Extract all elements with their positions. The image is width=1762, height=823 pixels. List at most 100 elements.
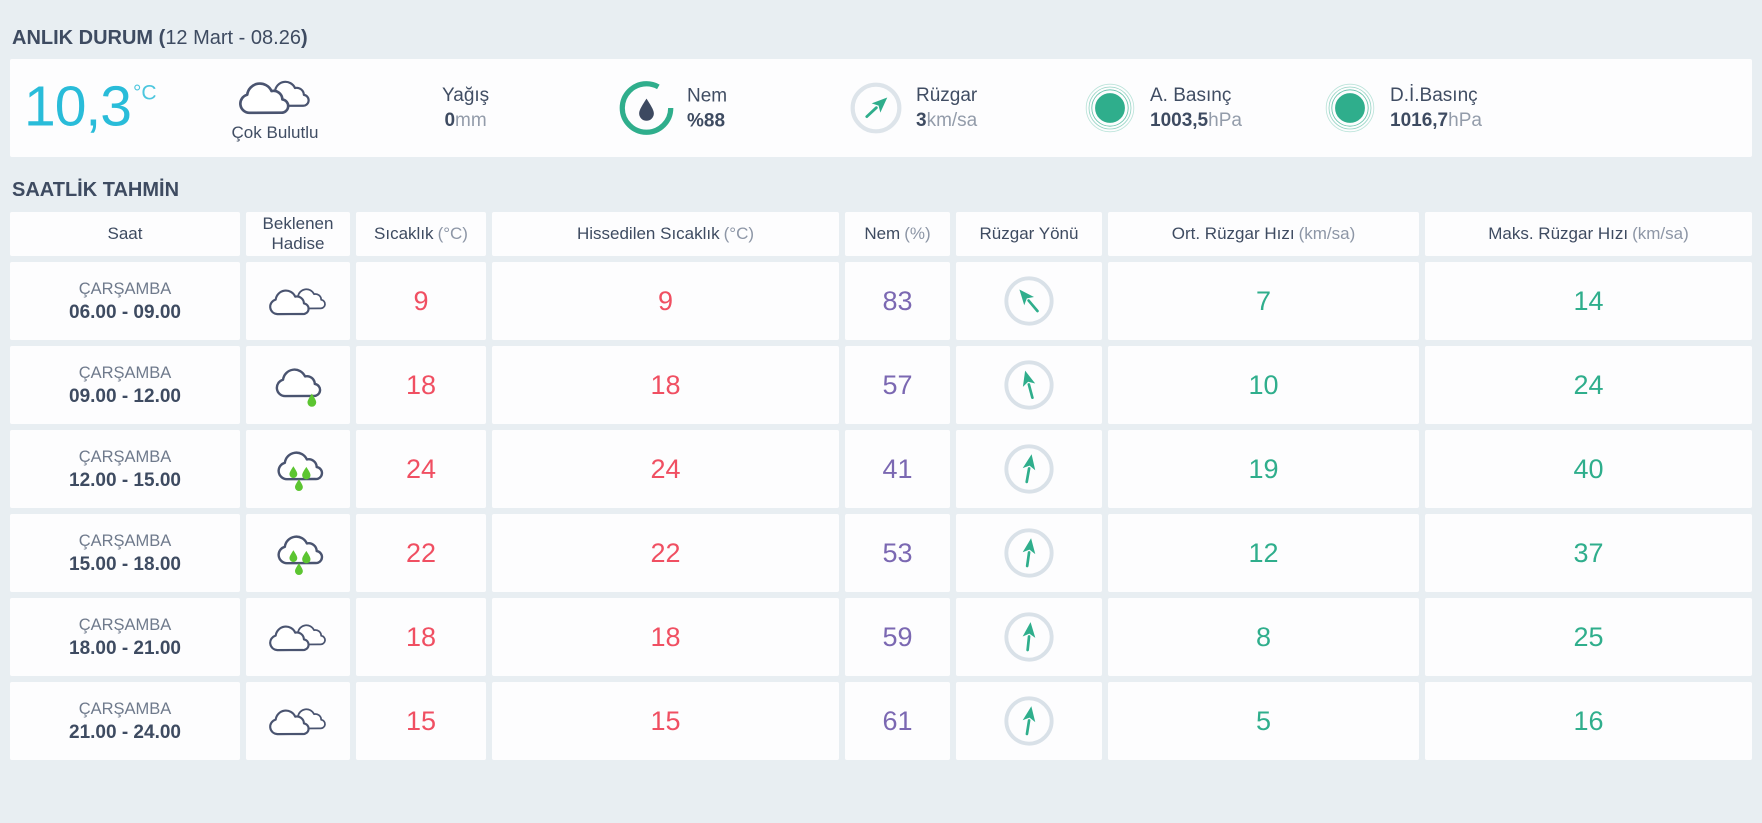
humidity-gauge-icon	[618, 80, 675, 137]
metric-value: 1003,5hPa	[1150, 108, 1242, 133]
temperature-cell: 15	[356, 682, 486, 760]
current-condition-label: Çok Bulutlu	[232, 123, 319, 143]
time-cell: ÇARŞAMBA06.00 - 09.00	[10, 262, 240, 340]
metric-d-i-bas-n-: D.İ.Basınç 1016,7hPa	[1322, 80, 1482, 136]
time-cell: ÇARŞAMBA09.00 - 12.00	[10, 346, 240, 424]
metric-label: D.İ.Basınç	[1390, 83, 1482, 108]
day-label: ÇARŞAMBA	[79, 361, 172, 385]
wind-direction-icon	[1002, 526, 1056, 580]
hourly-section-title: SAATLİK TAHMİN	[12, 179, 1752, 201]
max-wind-cell: 14	[1425, 262, 1752, 340]
cloud-rain-icon	[269, 444, 327, 494]
temperature-cell: 24	[356, 430, 486, 508]
wind-direction-icon	[1002, 274, 1056, 328]
time-range: 09.00 - 12.00	[69, 385, 181, 409]
temperature-cell: 18	[356, 598, 486, 676]
column-header-beklenen-hadise: Beklenen Hadise	[246, 212, 350, 256]
temperature-cell: 22	[356, 514, 486, 592]
time-cell: ÇARŞAMBA18.00 - 21.00	[10, 598, 240, 676]
humidity-cell: 61	[845, 682, 950, 760]
current-datetime: 12 Mart - 08.26	[165, 27, 301, 49]
humidity-cell: 41	[845, 430, 950, 508]
current-temperature-value: 10,3	[24, 75, 131, 139]
feels-like-cell: 15	[492, 682, 839, 760]
max-wind-cell: 37	[1425, 514, 1752, 592]
current-conditions-card: 10,3°C Çok Bulutlu Yağış 0mm Nem %88 Rü	[10, 59, 1752, 157]
avg-wind-cell: 19	[1108, 430, 1419, 508]
day-label: ÇARŞAMBA	[79, 529, 172, 553]
metric-value: %88	[687, 108, 727, 133]
time-range: 18.00 - 21.00	[69, 637, 181, 661]
humidity-cell: 57	[845, 346, 950, 424]
max-wind-cell: 24	[1425, 346, 1752, 424]
feels-like-cell: 22	[492, 514, 839, 592]
condition-cell	[246, 346, 350, 424]
metric-value: 3km/sa	[916, 108, 977, 133]
condition-cell	[246, 262, 350, 340]
feels-like-cell: 18	[492, 598, 839, 676]
wind-direction-cell	[956, 598, 1102, 676]
time-range: 12.00 - 15.00	[69, 469, 181, 493]
avg-wind-cell: 7	[1108, 262, 1419, 340]
feels-like-cell: 18	[492, 346, 839, 424]
feels-like-cell: 9	[492, 262, 839, 340]
metric-label: Nem	[687, 83, 727, 108]
temperature-cell: 18	[356, 346, 486, 424]
weather-page: ANLIK DURUM (12 Mart - 08.26) 10,3°C Çok…	[0, 27, 1762, 823]
wind-circle-icon	[848, 80, 904, 136]
time-range: 21.00 - 24.00	[69, 721, 181, 745]
column-header-s-cakl-k: Sıcaklık(°C)	[356, 212, 486, 256]
condition-cell	[246, 682, 350, 760]
metric-nem: Nem %88	[618, 80, 727, 137]
column-header-maks-r-zgar-h-z-: Maks. Rüzgar Hızı(km/sa)	[1425, 212, 1752, 256]
humidity-cell: 59	[845, 598, 950, 676]
day-label: ÇARŞAMBA	[79, 277, 172, 301]
feels-like-cell: 24	[492, 430, 839, 508]
pressure-rings-icon	[1322, 80, 1378, 136]
cloud-rain-icon	[269, 528, 327, 578]
column-header-hissedilen-s-cakl-k: Hissedilen Sıcaklık(°C)	[492, 212, 839, 256]
temperature-cell: 9	[356, 262, 486, 340]
current-temperature-unit: °C	[133, 82, 157, 105]
wind-direction-cell	[956, 682, 1102, 760]
time-range: 06.00 - 09.00	[69, 301, 181, 325]
max-wind-cell: 25	[1425, 598, 1752, 676]
current-section-label: ANLIK DURUM (	[12, 27, 165, 49]
day-label: ÇARŞAMBA	[79, 697, 172, 721]
time-range: 15.00 - 18.00	[69, 553, 181, 577]
wind-direction-icon	[1002, 610, 1056, 664]
avg-wind-cell: 8	[1108, 598, 1419, 676]
condition-cell	[246, 430, 350, 508]
metric-ya-: Yağış 0mm	[442, 83, 489, 133]
time-cell: ÇARŞAMBA12.00 - 15.00	[10, 430, 240, 508]
condition-cell	[246, 598, 350, 676]
metric-value: 0mm	[444, 108, 486, 133]
column-header-r-zgar-y-n-: Rüzgar Yönü	[956, 212, 1102, 256]
wind-direction-cell	[956, 346, 1102, 424]
wind-direction-cell	[956, 430, 1102, 508]
hourly-forecast-table: SaatBeklenen HadiseSıcaklık(°C)Hissedile…	[10, 212, 1752, 760]
day-label: ÇARŞAMBA	[79, 613, 172, 637]
metric-label: Yağış	[442, 83, 489, 108]
pressure-rings-icon	[1082, 80, 1138, 136]
metric-a-bas-n-: A. Basınç 1003,5hPa	[1082, 80, 1242, 136]
wind-direction-icon	[1002, 442, 1056, 496]
column-header-saat: Saat	[10, 212, 240, 256]
time-cell: ÇARŞAMBA21.00 - 24.00	[10, 682, 240, 760]
humidity-cell: 83	[845, 262, 950, 340]
max-wind-cell: 40	[1425, 430, 1752, 508]
avg-wind-cell: 12	[1108, 514, 1419, 592]
wind-direction-icon	[1002, 358, 1056, 412]
avg-wind-cell: 5	[1108, 682, 1419, 760]
current-condition: Çok Bulutlu	[195, 73, 355, 143]
metric-r-zgar: Rüzgar 3km/sa	[848, 80, 977, 136]
two-clouds-icon	[235, 73, 315, 120]
wind-direction-icon	[1002, 694, 1056, 748]
metric-value: 1016,7hPa	[1390, 108, 1482, 133]
max-wind-cell: 16	[1425, 682, 1752, 760]
day-label: ÇARŞAMBA	[79, 445, 172, 469]
wind-direction-cell	[956, 514, 1102, 592]
two-clouds-icon	[266, 281, 330, 321]
metric-label: A. Basınç	[1150, 83, 1242, 108]
column-header-ort-r-zgar-h-z-: Ort. Rüzgar Hızı(km/sa)	[1108, 212, 1419, 256]
